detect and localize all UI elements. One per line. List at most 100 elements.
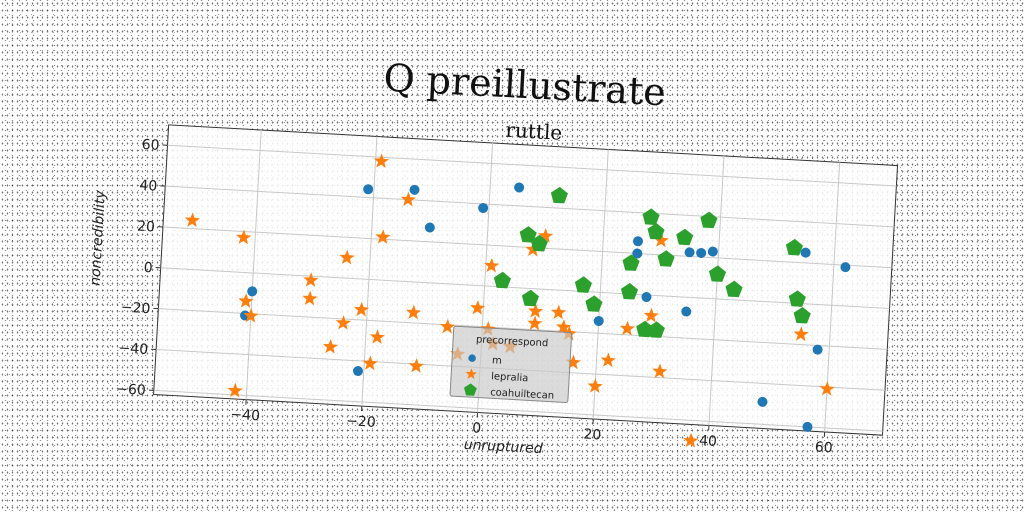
x-tick-label: 40 [699,433,718,450]
legend-entry-lepralia: lepralia [491,371,529,384]
y-tick-label: 20 [137,219,156,236]
m-point [681,306,692,317]
chart-subtitle: ruttle [505,118,563,145]
m-point [800,247,811,258]
y-gridline [153,389,883,432]
lepralia-point [238,293,254,308]
coahuiltecan-point [585,295,603,312]
lepralia-point [302,290,318,306]
lepralia-point [322,338,339,354]
coahuiltecan-point [785,238,803,256]
lepralia-point [362,355,378,371]
coahuiltecan-point [530,234,548,252]
lepralia-point [375,229,391,244]
m-point [707,246,718,257]
legend-marker-coahuiltecan [464,383,477,396]
m-point [593,315,604,326]
lepralia-point [406,304,422,320]
coahuiltecan-point [793,306,811,324]
coahuiltecan-point [647,223,665,240]
y-gridline [167,144,897,187]
chart-title: Q preillustrate [383,56,667,115]
m-point [352,366,363,377]
m-point [363,184,374,195]
y-tick-label: 0 [143,260,153,276]
lepralia-point [653,232,669,248]
m-point [478,202,489,213]
tick-labels: −40 −20 0 20 40 60 −60 −40 −20 0 20 40 60 [116,137,833,457]
data-points [184,153,851,448]
m-point [757,396,768,407]
y-axis-label: noncredibility [88,189,109,286]
lepralia-point [551,304,567,320]
lepralia-point [243,307,259,323]
lepralia-point [408,358,425,373]
lepralia-point [373,153,390,169]
legend: precorrespond m lepralia coahuiltecan [449,325,573,403]
x-tick-label: 0 [472,420,482,436]
x-tick-label: 20 [583,426,602,443]
lepralia-point [643,307,659,323]
m-point [632,236,643,247]
legend-entry-m: m [492,355,502,367]
m-point [632,248,643,259]
y-gridline [160,267,890,310]
lepralia-point [369,329,386,345]
lepralia-point [335,315,352,330]
legend-marker-lepralia [465,368,478,380]
m-point [424,222,435,233]
m-point [641,292,652,303]
plot-area [153,124,899,436]
legend-entry-coahuiltecan: coahuiltecan [490,387,555,402]
lepralia-point [600,352,616,368]
m-point [812,344,823,355]
lepralia-point [236,229,252,245]
coahuiltecan-point [493,271,512,289]
m-point [840,262,851,273]
coahuiltecan-point [622,254,640,271]
lepralia-point [793,326,809,342]
m-point [696,247,707,258]
coahuiltecan-point [620,282,639,300]
y-tick-label: 60 [141,137,160,154]
coahuiltecan-point [642,208,660,225]
lepralia-point [819,381,835,396]
lepralia-point [470,300,486,315]
x-axis-label: unruptured [463,437,543,457]
m-point [802,421,813,432]
m-point [247,286,258,297]
coahuiltecan-point [708,265,727,282]
coahuiltecan-point [550,186,568,204]
coahuiltecan-point [788,290,806,307]
m-point [514,182,525,193]
y-tick-label: −20 [120,300,150,318]
lepralia-point [587,378,603,394]
x-tick-label: −20 [346,413,376,431]
y-tick-label: 40 [139,178,158,195]
y-gridline [165,185,895,228]
coahuiltecan-point [676,228,694,246]
coahuiltecan-point [700,211,718,229]
lepralia-point [339,249,355,265]
coahuiltecan-point [647,321,665,338]
lepralia-point [353,301,370,317]
lepralia-point [619,320,636,336]
m-point [409,184,420,195]
lepralia-point [184,212,201,228]
lepralia-point [440,318,456,334]
m-point [684,247,695,258]
coahuiltecan-point [519,226,537,243]
y-gridline [158,308,888,350]
coahuiltecan-point [574,276,592,293]
y-tick-label: −60 [116,381,146,399]
lepralia-point [400,191,416,207]
coahuiltecan-point [657,250,675,267]
lepralia-point [652,363,668,379]
coahuiltecan-point [725,280,743,298]
lepralia-point [303,272,319,288]
x-tick-label: −40 [230,407,260,425]
lepralia-point [556,319,572,334]
lepralia-point [683,432,699,448]
lepralia-point [527,315,543,331]
